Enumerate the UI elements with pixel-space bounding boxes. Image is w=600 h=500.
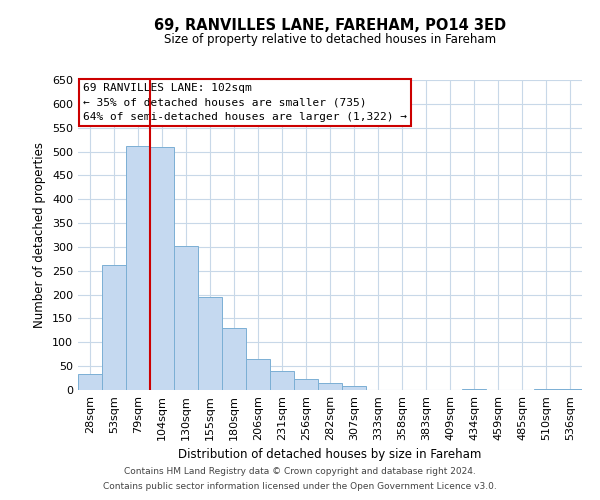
Text: 69 RANVILLES LANE: 102sqm
← 35% of detached houses are smaller (735)
64% of semi: 69 RANVILLES LANE: 102sqm ← 35% of detac…	[83, 83, 407, 122]
Text: Contains public sector information licensed under the Open Government Licence v3: Contains public sector information licen…	[103, 482, 497, 491]
Bar	[102, 264, 126, 390]
Bar	[318, 383, 342, 390]
Bar	[174, 246, 198, 390]
Bar	[558, 389, 582, 390]
Y-axis label: Number of detached properties: Number of detached properties	[34, 142, 46, 328]
Bar	[294, 379, 318, 390]
Bar	[126, 146, 150, 390]
Bar	[270, 371, 294, 390]
X-axis label: Distribution of detached houses by size in Fareham: Distribution of detached houses by size …	[178, 448, 482, 462]
Text: Contains HM Land Registry data © Crown copyright and database right 2024.: Contains HM Land Registry data © Crown c…	[124, 467, 476, 476]
Bar	[246, 359, 270, 390]
Bar	[534, 388, 558, 390]
Bar	[342, 386, 366, 390]
Bar	[222, 328, 246, 390]
Text: 69, RANVILLES LANE, FAREHAM, PO14 3ED: 69, RANVILLES LANE, FAREHAM, PO14 3ED	[154, 18, 506, 32]
Bar	[462, 389, 486, 390]
Bar	[78, 374, 102, 390]
Bar	[198, 296, 222, 390]
Text: Size of property relative to detached houses in Fareham: Size of property relative to detached ho…	[164, 32, 496, 46]
Bar	[150, 147, 174, 390]
